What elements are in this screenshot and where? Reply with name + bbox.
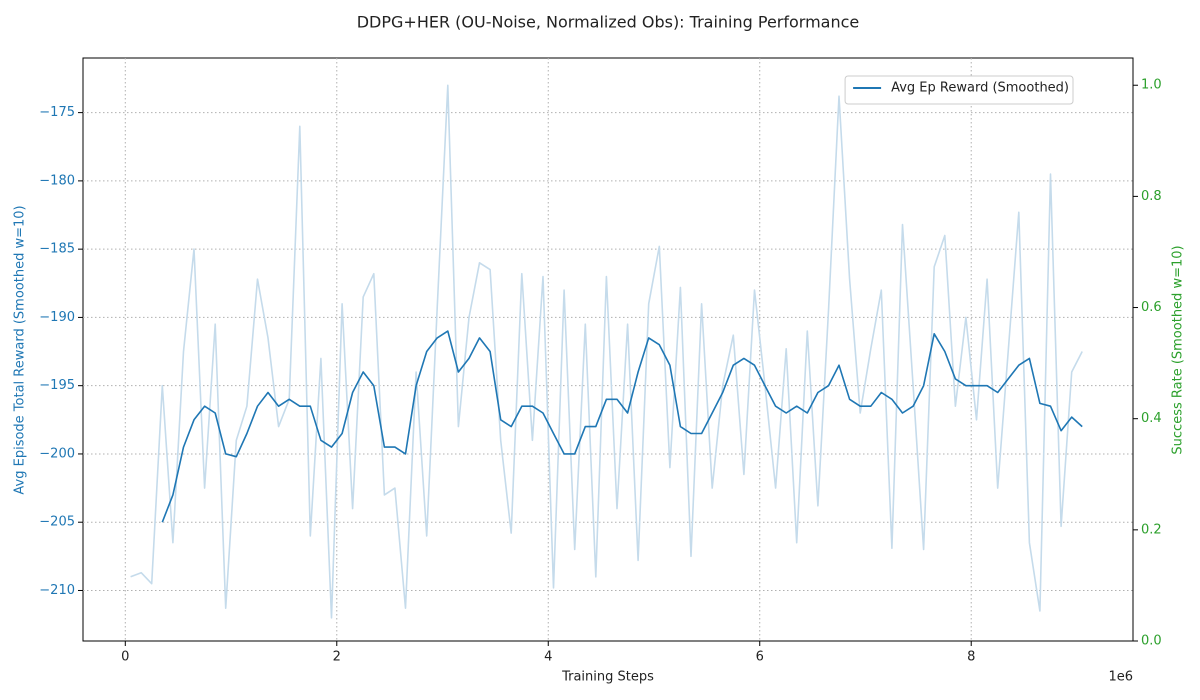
y2-tick-label: 0.8 xyxy=(1141,189,1162,204)
y2-tick-label: 0.0 xyxy=(1141,634,1162,649)
y-tick-label: −180 xyxy=(39,173,75,188)
y2-tick-label: 1.0 xyxy=(1141,78,1162,93)
chart-title: DDPG+HER (OU-Noise, Normalized Obs): Tra… xyxy=(357,13,860,32)
plot-frame xyxy=(82,57,1134,642)
y-tick-label: −210 xyxy=(39,583,75,598)
legend-label: Avg Ep Reward (Smoothed) xyxy=(891,81,1069,96)
x-tick-label: 8 xyxy=(967,650,975,665)
x-offset-text: 1e6 xyxy=(1108,670,1133,685)
legend-box xyxy=(844,75,1074,105)
y-axis-label: Avg Episode Total Reward (Smoothed w=10) xyxy=(13,205,28,494)
x-tick-label: 2 xyxy=(333,650,341,665)
y-tick-label: −185 xyxy=(39,242,75,257)
y-tick-label: −190 xyxy=(39,310,75,325)
x-tick-label: 6 xyxy=(756,650,764,665)
y2-tick-label: 0.4 xyxy=(1141,411,1162,426)
y-tick-label: −200 xyxy=(39,446,75,461)
y2-axis-label: Success Rate (Smoothed w=10) xyxy=(1171,245,1186,454)
y2-tick-label: 0.6 xyxy=(1141,300,1162,315)
x-tick-label: 0 xyxy=(121,650,129,665)
y-tick-label: −195 xyxy=(39,378,75,393)
x-tick-label: 4 xyxy=(544,650,552,665)
series-line xyxy=(130,84,1083,619)
series-line xyxy=(161,330,1083,523)
y-tick-label: −175 xyxy=(39,105,75,120)
y-tick-label: −205 xyxy=(39,515,75,530)
y2-tick-label: 0.2 xyxy=(1141,522,1162,537)
legend: Avg Ep Reward (Smoothed) xyxy=(844,75,1074,105)
x-axis-label: Training Steps xyxy=(561,670,654,685)
